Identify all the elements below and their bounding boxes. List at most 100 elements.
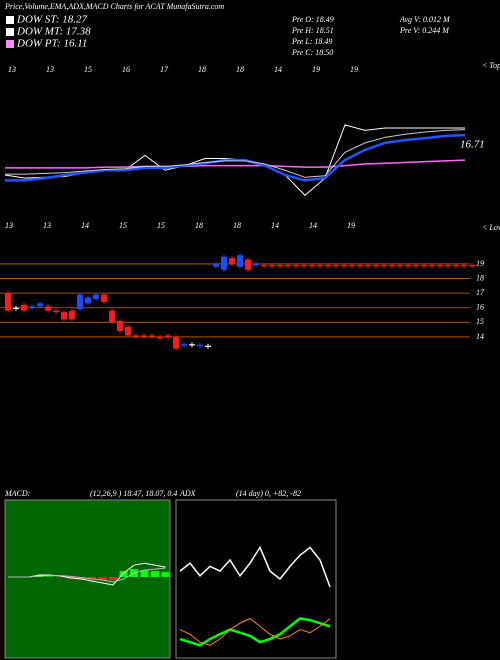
candle-body (13, 307, 19, 309)
candle-body (5, 293, 11, 311)
candle-body (173, 336, 179, 349)
candle-body (397, 265, 403, 267)
candle-body (405, 265, 411, 267)
candle-body (293, 265, 299, 267)
y-tick-label: 16 (476, 303, 484, 312)
adx-panel (175, 499, 337, 659)
x-label: 19 (312, 65, 320, 74)
macd-line (8, 567, 166, 583)
x-label: 17 (160, 65, 169, 74)
x-label: 14 (309, 221, 317, 230)
candle-body (453, 265, 459, 267)
candle-body (229, 258, 235, 264)
ema-line (5, 129, 466, 178)
candle-body (149, 335, 155, 337)
x-label: 13 (5, 221, 13, 230)
adx-line (179, 617, 331, 647)
x-label: 19 (350, 65, 358, 74)
candle-body (445, 265, 451, 267)
stat-label: Avg V: 0.012 M (399, 15, 451, 24)
candle-body (61, 312, 67, 320)
adx-line (179, 617, 331, 646)
macd-panel (4, 499, 171, 659)
y-tick-label: 19 (476, 259, 484, 268)
candle-body (277, 265, 283, 267)
candle-body (133, 335, 139, 337)
candle-body (221, 256, 227, 270)
candle-body (77, 294, 83, 310)
histogram-bar (88, 577, 96, 579)
y-tick-label: 17 (476, 288, 485, 297)
x-label: 15 (84, 65, 92, 74)
candle-body (29, 306, 35, 308)
x-label: 18 (198, 65, 206, 74)
candle-body (461, 265, 467, 267)
stat-label: Pre V: 0.244 M (399, 26, 450, 35)
adx-line (179, 545, 331, 588)
panel-subtitle: (14 day) 0, +82, -82 (236, 489, 301, 498)
candle-body (125, 326, 131, 336)
x-label: 13 (46, 65, 54, 74)
candle-body (21, 304, 27, 311)
legend-swatch (6, 40, 14, 48)
x-label: 14 (274, 65, 282, 74)
histogram-bar (109, 577, 117, 580)
histogram-bar (98, 577, 107, 580)
page-title: Price,Volume,EMA,ADX,MACD Charts for ACA… (4, 2, 224, 11)
candle-body (197, 344, 203, 347)
candle-body (245, 259, 251, 270)
stat-label: Pre O: 18.49 (291, 15, 334, 24)
candle-body (285, 265, 291, 267)
candle-body (381, 265, 387, 267)
x-label: 16 (122, 65, 130, 74)
legend-label: DOW ST: 18.27 (16, 14, 87, 26)
x-label: 13 (8, 65, 16, 74)
candle-body (309, 265, 315, 267)
edge-label: < Lows (482, 223, 500, 232)
candle-body (85, 297, 91, 304)
candle-body (165, 335, 171, 337)
panel-title: MACD: (4, 489, 31, 498)
candle-body (237, 255, 243, 267)
histogram-bar (140, 570, 149, 578)
x-label: 15 (119, 221, 127, 230)
panel-subtitle: (12,26,9 ) 18.47, 18.07, 0.4 (90, 489, 177, 498)
candle-body (101, 294, 107, 302)
candle-body (349, 265, 355, 267)
x-label: 18 (233, 221, 241, 230)
candle-body (365, 265, 371, 267)
legend-label: DOW MT: 17.38 (16, 26, 91, 38)
candle-body (469, 265, 475, 267)
x-label: 14 (81, 221, 89, 230)
candle-body (213, 263, 219, 267)
candle-body (53, 310, 59, 313)
candle-body (389, 265, 395, 267)
candle-body (93, 294, 99, 299)
candle-body (181, 344, 187, 346)
candle-body (317, 265, 323, 267)
legend-swatch (6, 16, 14, 24)
y-tick-label: 14 (476, 332, 484, 341)
candle-body (205, 345, 211, 347)
price-annotation: 16.71 (460, 139, 485, 151)
x-label: 14 (271, 221, 279, 230)
ema-line (5, 133, 466, 182)
candle-body (253, 263, 259, 266)
candle-body (413, 265, 419, 267)
x-label: 18 (236, 65, 244, 74)
stat-label: Pre C: 18.50 (291, 48, 333, 57)
candle-body (429, 265, 435, 267)
histogram-bar (161, 572, 170, 578)
panel-title: ADX (179, 489, 197, 498)
candle-body (421, 265, 427, 267)
legend-swatch (6, 28, 14, 36)
candle-body (301, 265, 307, 267)
candle-body (261, 265, 267, 267)
y-tick-label: 18 (476, 273, 484, 282)
candle-body (109, 310, 115, 323)
candle-body (341, 265, 347, 267)
y-tick-label: 15 (476, 317, 484, 326)
candle-body (357, 265, 363, 267)
edge-label: < Tops (482, 61, 500, 70)
